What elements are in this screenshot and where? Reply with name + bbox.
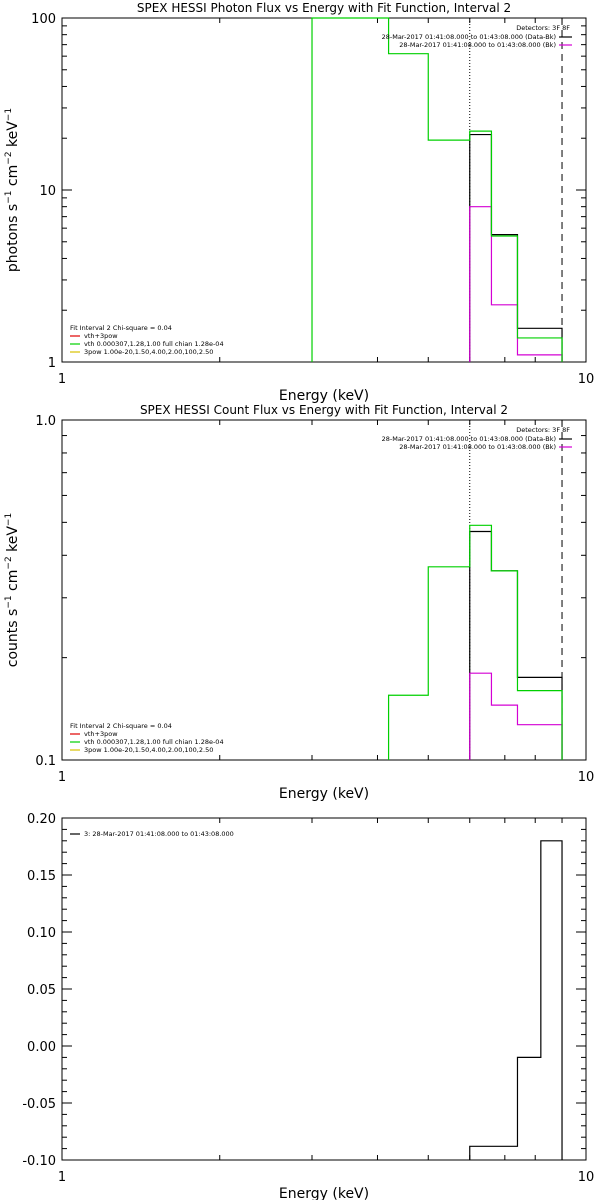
y-axis-label: counts s−1 cm−2 keV−1 — [4, 513, 21, 667]
series-bk-line — [469, 672, 563, 760]
plot-frame — [61, 17, 587, 363]
legend-fit-text: 3: 28-Mar-2017 01:41:08.000 to 01:43:08.… — [84, 830, 234, 838]
y-tick-label: -0.10 — [22, 1154, 56, 1169]
y-label-text: keV — [5, 121, 21, 152]
y-tick-label: 0.05 — [27, 983, 56, 998]
chart-title: SPEX HESSI Photon Flux vs Energy with Fi… — [137, 1, 511, 15]
legend-fit-text: 3pow 1.00e-20,1.50,4.00,2.00,100,2.50 — [84, 746, 213, 754]
series-bk-line — [469, 206, 563, 362]
x-tick-label: 10 — [578, 1170, 595, 1185]
y-tick-label: 0.1 — [35, 754, 56, 769]
legend-detectors-title: Detectors: 3F 8F — [516, 426, 570, 434]
y-label-exponent: −2 — [4, 556, 14, 569]
y-tick-label: 0.10 — [27, 926, 56, 941]
y-axis-label: photons s−1 cm−2 keV−1 — [4, 108, 21, 272]
legend-fit-text: Fit Interval 2 Chi-square = 0.04 — [70, 324, 172, 332]
y-tick-label: -0.05 — [22, 1097, 56, 1112]
legend-fit-text: vth 0.000307,1.28,1.00 full chian 1.28e-… — [84, 340, 224, 348]
chart-panel-2: SPEX HESSI Count Flux vs Energy with Fit… — [4, 403, 594, 802]
x-axis-label: Energy (keV) — [279, 1186, 369, 1200]
chart-title: SPEX HESSI Count Flux vs Energy with Fit… — [140, 403, 508, 417]
legend-fit-text: 3pow 1.00e-20,1.50,4.00,2.00,100,2.50 — [84, 348, 213, 356]
legend-fit-text: vth+3pow — [84, 730, 118, 738]
series-data-bk-line — [469, 133, 563, 362]
y-label-text: photons s — [5, 204, 21, 272]
y-tick-label: 10 — [39, 184, 56, 199]
y-tick-label: 0.00 — [27, 1040, 56, 1055]
series-data-bk-line — [469, 530, 563, 760]
y-tick-label: 1 — [48, 356, 56, 371]
y-label-text: counts s — [5, 609, 21, 668]
series-residual-line — [469, 840, 563, 1160]
y-label-exponent: −1 — [4, 191, 14, 204]
y-label-text: cm — [5, 570, 21, 596]
chart-panel-3: 1 10 -0.10 -0.05 0.00 0.05 0.10 0.15 0.20 Energy … — [22, 812, 594, 1200]
legend-entry-text: 28-Mar-2017 01:41:08.000 to 01:43:08.000… — [382, 435, 556, 443]
legend-detectors-title: Detectors: 3F 8F — [516, 24, 570, 32]
y-label-exponent: −1 — [4, 595, 14, 608]
y-tick-label: 1.0 — [35, 414, 56, 429]
y-label-text: keV — [5, 526, 21, 557]
x-axis-label: Energy (keV) — [279, 388, 369, 404]
y-tick-label: 0.20 — [27, 812, 56, 827]
x-tick-label: 1 — [58, 372, 66, 387]
y-label-exponent: −1 — [4, 513, 14, 526]
x-tick-label: 1 — [58, 770, 66, 785]
chart-panel-1: SPEX HESSI Photon Flux vs Energy with Fi… — [4, 1, 594, 404]
y-label-exponent: −1 — [4, 108, 14, 121]
legend-entry-text: 28-Mar-2017 01:41:08.000 to 01:43:08.000… — [382, 33, 556, 41]
series-fit-line — [387, 524, 563, 760]
legend-fit-text: vth 0.000307,1.28,1.00 full chian 1.28e-… — [84, 738, 224, 746]
legend-fit-text: Fit Interval 2 Chi-square = 0.04 — [70, 722, 172, 730]
legend-fit-text: vth+3pow — [84, 332, 118, 340]
y-tick-label: 0.15 — [27, 869, 56, 884]
x-tick-label: 10 — [578, 770, 595, 785]
y-label-text: cm — [5, 165, 21, 191]
y-label-exponent: −2 — [4, 151, 14, 164]
legend-entry-text: 28-Mar-2017 01:41:08.000 to 01:43:08.000… — [399, 41, 556, 49]
x-axis-label: Energy (keV) — [279, 786, 369, 802]
legend-entry-text: 28-Mar-2017 01:41:08.000 to 01:43:08.000… — [399, 443, 556, 451]
x-tick-label: 10 — [578, 372, 595, 387]
x-tick-label: 1 — [58, 1170, 66, 1185]
plot-frame — [61, 419, 587, 761]
plot-frame — [61, 817, 587, 1161]
series-fit-line — [311, 17, 563, 362]
y-tick-label: 100 — [31, 12, 56, 27]
